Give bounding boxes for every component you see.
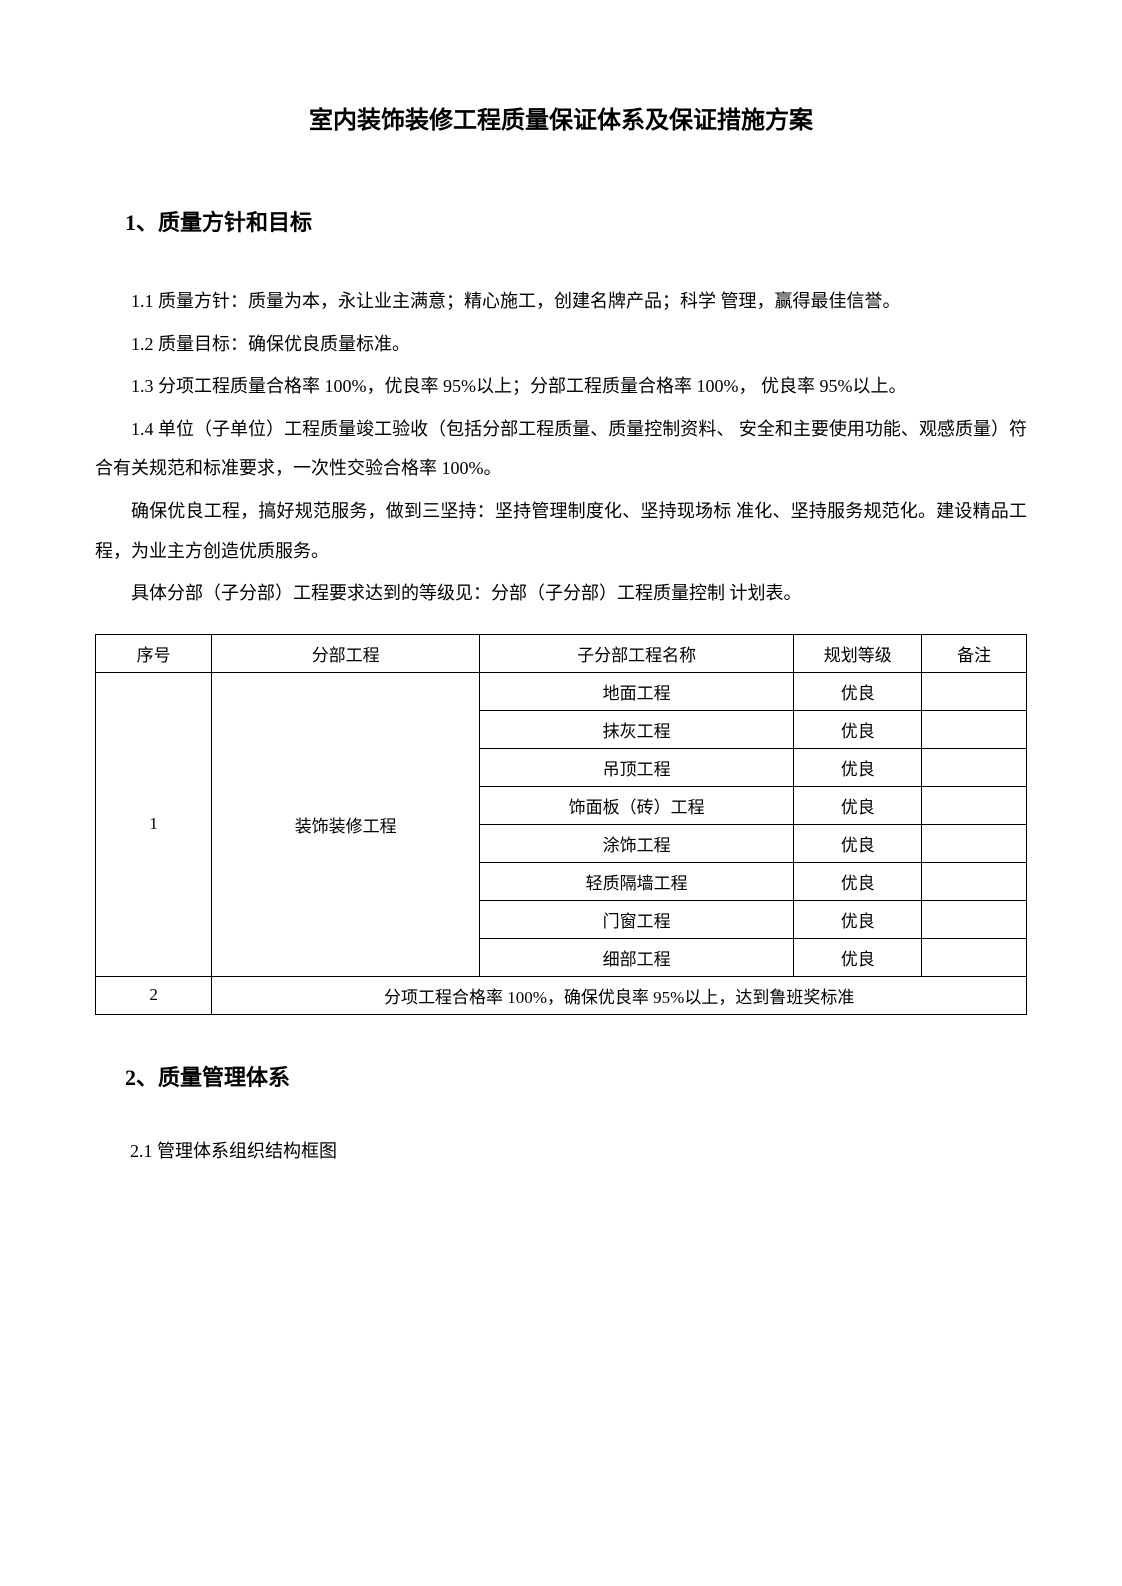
para-1-4: 1.4 单位（子单位）工程质量竣工验收（包括分部工程质量、质量控制资料、 安全和… bbox=[95, 410, 1027, 489]
col-header-remark: 备注 bbox=[922, 634, 1027, 672]
cell-remark bbox=[922, 900, 1027, 938]
para-1-3: 1.3 分项工程质量合格率 100%，优良率 95%以上；分部工程质量合格率 1… bbox=[95, 367, 1027, 407]
cell-sub: 涂饰工程 bbox=[480, 824, 794, 862]
cell-grade: 优良 bbox=[794, 862, 922, 900]
para-1-1: 1.1 质量方针：质量为本，永让业主满意；精心施工，创建名牌产品；科学 管理，赢… bbox=[95, 282, 1027, 322]
quality-plan-table: 序号 分部工程 子分部工程名称 规划等级 备注 1 装饰装修工程 地面工程 优良… bbox=[95, 634, 1027, 1015]
cell-remark bbox=[922, 710, 1027, 748]
cell-main-1: 装饰装修工程 bbox=[212, 672, 480, 976]
table-row: 1 装饰装修工程 地面工程 优良 bbox=[96, 672, 1027, 710]
cell-seq-2: 2 bbox=[96, 976, 212, 1014]
cell-summary: 分项工程合格率 100%，确保优良率 95%以上，达到鲁班奖标准 bbox=[212, 976, 1027, 1014]
section1-heading: 1、质量方针和目标 bbox=[125, 205, 1027, 237]
cell-grade: 优良 bbox=[794, 748, 922, 786]
cell-grade: 优良 bbox=[794, 786, 922, 824]
cell-remark bbox=[922, 862, 1027, 900]
cell-grade: 优良 bbox=[794, 900, 922, 938]
para-1-5: 确保优良工程，搞好规范服务，做到三坚持：坚持管理制度化、坚持现场标 准化、坚持服… bbox=[95, 492, 1027, 571]
cell-seq-1: 1 bbox=[96, 672, 212, 976]
col-header-sub: 子分部工程名称 bbox=[480, 634, 794, 672]
cell-remark bbox=[922, 786, 1027, 824]
cell-sub: 饰面板（砖）工程 bbox=[480, 786, 794, 824]
cell-sub: 轻质隔墙工程 bbox=[480, 862, 794, 900]
col-header-grade: 规划等级 bbox=[794, 634, 922, 672]
cell-remark bbox=[922, 748, 1027, 786]
cell-sub: 抹灰工程 bbox=[480, 710, 794, 748]
col-header-main: 分部工程 bbox=[212, 634, 480, 672]
cell-remark bbox=[922, 938, 1027, 976]
para-1-6: 具体分部（子分部）工程要求达到的等级见：分部（子分部）工程质量控制 计划表。 bbox=[95, 574, 1027, 614]
cell-grade: 优良 bbox=[794, 938, 922, 976]
cell-remark bbox=[922, 824, 1027, 862]
cell-sub: 细部工程 bbox=[480, 938, 794, 976]
cell-grade: 优良 bbox=[794, 710, 922, 748]
cell-grade: 优良 bbox=[794, 672, 922, 710]
para-1-2: 1.2 质量目标：确保优良质量标准。 bbox=[95, 325, 1027, 365]
cell-sub: 门窗工程 bbox=[480, 900, 794, 938]
col-header-seq: 序号 bbox=[96, 634, 212, 672]
subsection-2-1: 2.1 管理体系组织结构框图 bbox=[130, 1137, 1027, 1163]
cell-remark bbox=[922, 672, 1027, 710]
cell-sub: 地面工程 bbox=[480, 672, 794, 710]
section2-heading: 2、质量管理体系 bbox=[125, 1060, 1027, 1092]
table-row: 2 分项工程合格率 100%，确保优良率 95%以上，达到鲁班奖标准 bbox=[96, 976, 1027, 1014]
cell-grade: 优良 bbox=[794, 824, 922, 862]
document-title: 室内装饰装修工程质量保证体系及保证措施方案 bbox=[95, 100, 1027, 135]
cell-sub: 吊顶工程 bbox=[480, 748, 794, 786]
table-header-row: 序号 分部工程 子分部工程名称 规划等级 备注 bbox=[96, 634, 1027, 672]
